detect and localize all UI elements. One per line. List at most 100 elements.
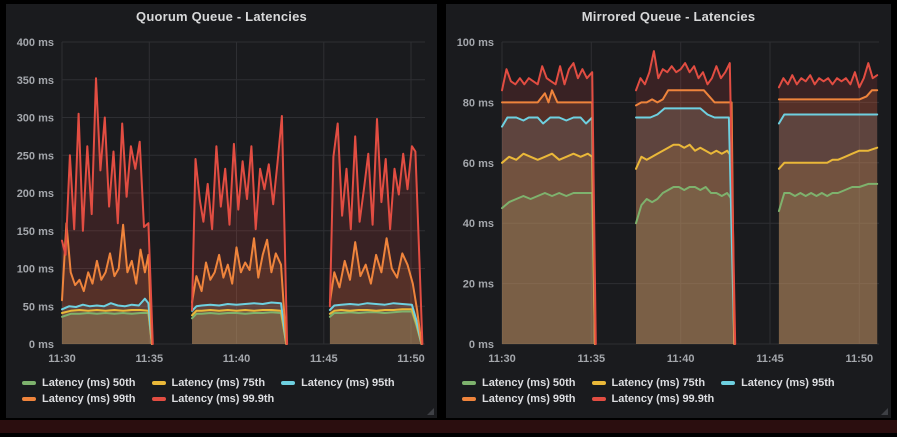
series-line-p75	[61, 309, 153, 345]
series-line-p50	[61, 312, 153, 345]
series-area-p50	[778, 183, 878, 344]
series-line-p999	[328, 118, 424, 345]
series-area-p999	[636, 51, 736, 344]
legend-item-p99[interactable]: Latency (ms) 99th	[462, 393, 576, 405]
series-line-p95	[635, 107, 736, 345]
legend-item-p50[interactable]: Latency (ms) 50th	[462, 377, 576, 389]
legend-swatch-p999	[151, 397, 166, 401]
series-line-p95	[777, 113, 879, 125]
series-line-p999	[191, 115, 289, 345]
y-axis-label: 200 ms	[17, 188, 54, 200]
panel-resize-handle[interactable]	[427, 408, 434, 415]
series-line-p75	[191, 309, 288, 345]
legend-label-p95: Latency (ms) 95th	[741, 377, 835, 389]
series-area-p999	[502, 63, 596, 344]
x-axis-label: 11:30	[48, 353, 76, 365]
series-line-p999	[501, 62, 597, 345]
y-axis-label: 0 ms	[469, 339, 494, 351]
series-area-p50	[192, 312, 287, 344]
panel-resize-handle[interactable]	[881, 408, 888, 415]
series-line-p75	[777, 146, 879, 170]
legend-label-p50: Latency (ms) 50th	[42, 377, 136, 389]
y-axis-label: 250 ms	[17, 150, 54, 162]
x-axis-label: 11:40	[667, 353, 695, 365]
y-axis-label: 50 ms	[23, 301, 54, 313]
legend-item-p75[interactable]: Latency (ms) 75th	[151, 377, 266, 389]
legend-item-p999[interactable]: Latency (ms) 99.9th	[151, 393, 275, 405]
legend-item-p999[interactable]: Latency (ms) 99.9th	[591, 393, 715, 405]
page-bottom-edge	[0, 420, 897, 433]
series-line-p99	[61, 222, 153, 345]
legend-item-p99[interactable]: Latency (ms) 99th	[22, 393, 136, 405]
y-axis-label: 20 ms	[463, 279, 494, 291]
series-area-p75	[502, 153, 595, 344]
series-line-p50	[501, 192, 596, 345]
series-area-p50	[636, 187, 735, 344]
series-line-p999	[777, 62, 879, 89]
series-line-p75	[635, 143, 736, 345]
y-axis-label: 300 ms	[17, 113, 54, 125]
legend-swatch-p75	[151, 381, 166, 385]
x-axis-label: 11:35	[136, 353, 164, 365]
panel-title-mirrored[interactable]: Mirrored Queue - Latencies	[581, 9, 756, 24]
series-area-p50	[62, 313, 152, 344]
y-axis-label: 100 ms	[457, 37, 494, 49]
series-line-p999	[635, 50, 737, 345]
y-axis-label: 150 ms	[17, 226, 54, 238]
legend-label-p50: Latency (ms) 50th	[482, 377, 576, 389]
series-line-p50	[191, 311, 288, 345]
legend-swatch-p99	[462, 397, 476, 401]
series-line-p99	[501, 89, 596, 345]
y-axis-label: 350 ms	[17, 75, 54, 87]
legend-swatch-p50	[462, 381, 476, 385]
legend-label-p999: Latency (ms) 99.9th	[611, 393, 715, 405]
panel-quorum-queue: Quorum Queue - Latencies 0 ms 50 ms 100 ms…	[6, 4, 437, 418]
legend-mirrored: Latency (ms) 50th Latency (ms) 75th Latenc…	[462, 377, 862, 405]
series-line-p95	[191, 301, 288, 345]
series-area-p75	[62, 310, 152, 344]
legend-label-p75: Latency (ms) 75th	[171, 377, 266, 389]
x-axis-label: 11:45	[756, 353, 784, 365]
series-area-p50	[329, 311, 422, 344]
legend-swatch-p99	[22, 397, 36, 401]
legend-label-p95: Latency (ms) 95th	[301, 377, 395, 389]
panel-title-quorum[interactable]: Quorum Queue - Latencies	[136, 9, 307, 24]
y-axis-label: 60 ms	[463, 158, 494, 170]
series-area-p999	[778, 63, 878, 344]
series-line-p95	[328, 302, 423, 345]
y-axis-label: 400 ms	[17, 37, 54, 49]
series-line-p99	[635, 89, 736, 345]
y-axis-label: 100 ms	[17, 264, 54, 276]
mirrored-latency-chart: 0 ms 20 ms 40 ms 60 ms 80 ms 100 ms 11:30 11:35…	[457, 37, 879, 365]
series-line-p999	[61, 77, 154, 345]
legend-label-p75: Latency (ms) 75th	[611, 377, 706, 389]
legend-quorum: Latency (ms) 50th Latency (ms) 75th Latenc…	[22, 377, 422, 405]
series-area-p50	[502, 193, 595, 344]
series-line-p50	[777, 182, 879, 213]
legend-item-p50[interactable]: Latency (ms) 50th	[22, 377, 136, 389]
series-area-p95	[636, 108, 735, 345]
series-area-p75	[329, 309, 422, 344]
series-area-p999	[62, 78, 153, 344]
legend-item-p75[interactable]: Latency (ms) 75th	[591, 377, 706, 389]
series-area-p95	[778, 114, 878, 344]
legend-swatch-p999	[591, 397, 606, 401]
legend-swatch-p75	[591, 381, 606, 385]
series-line-p75	[501, 152, 596, 345]
legend-label-p999: Latency (ms) 99.9th	[171, 393, 275, 405]
legend-item-p95[interactable]: Latency (ms) 95th	[721, 377, 835, 389]
x-axis-label: 11:45	[310, 353, 338, 365]
series-area-p75	[778, 147, 878, 344]
series-line-p75	[328, 308, 423, 345]
x-axis-label: 11:50	[846, 353, 874, 365]
legend-swatch-p95	[721, 381, 736, 385]
panel-mirrored-queue: Mirrored Queue - Latencies 0 ms 20 ms 40 m…	[446, 4, 891, 418]
x-axis-label: 11:35	[578, 353, 606, 365]
series-area-p999	[329, 119, 423, 344]
legend-item-p95[interactable]: Latency (ms) 95th	[281, 377, 395, 389]
x-axis-label: 11:50	[397, 353, 425, 365]
series-area-p99	[192, 238, 287, 344]
series-line-p50	[635, 186, 736, 345]
y-axis-label: 40 ms	[463, 218, 494, 230]
